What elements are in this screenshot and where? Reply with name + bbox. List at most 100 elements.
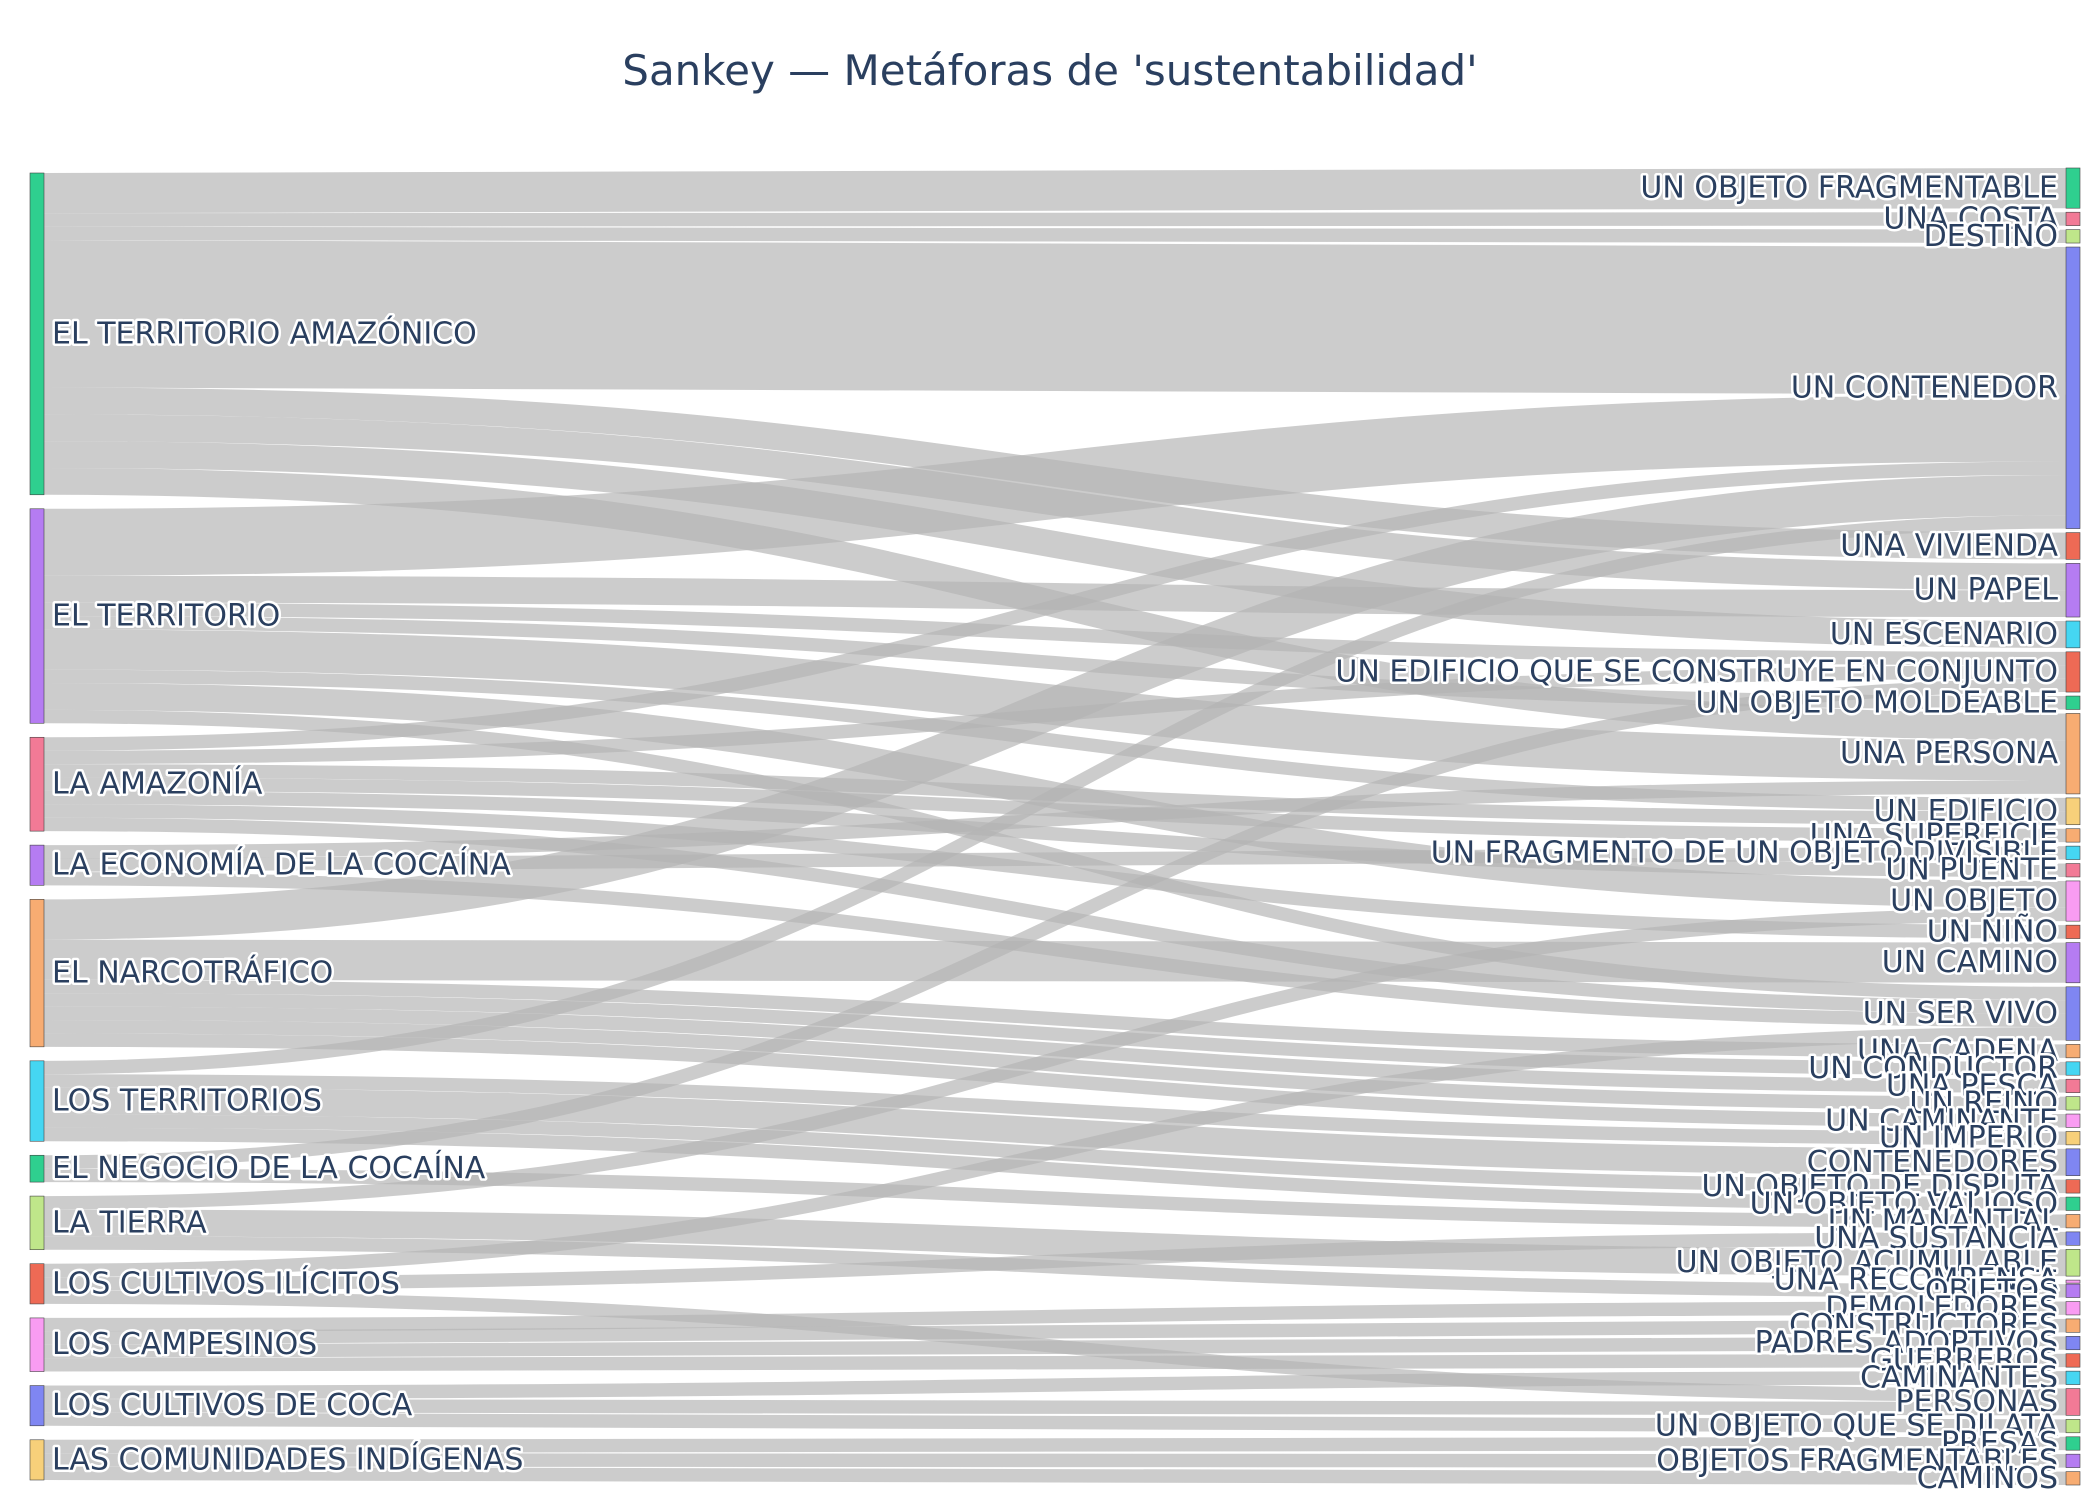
- source-node-la-tierra[interactable]: [29, 1195, 45, 1251]
- target-node-una-superficie[interactable]: [2065, 828, 2081, 843]
- link-la-economía-de-la-cocaína-to-una-persona[interactable]: [43, 780, 2067, 859]
- target-node-objetos[interactable]: [2065, 1283, 2081, 1298]
- link-los-territorios-to-un-contenedor[interactable]: [43, 515, 2067, 1075]
- target-node-un-objeto-acumulable[interactable]: [2065, 1249, 2081, 1277]
- link-las-comunidades-indígenas-to-presas[interactable]: [43, 1436, 2067, 1454]
- link-el-territorio-amazónico-to-destino[interactable]: [43, 226, 2067, 244]
- target-label-un-edificio: UN EDIFICIO: [1874, 794, 2058, 829]
- target-node-un-puente[interactable]: [2065, 863, 2081, 878]
- link-el-negocio-de-la-cocaína-to-un-edificio-que-se-construye-en-conjunto[interactable]: [43, 678, 2067, 1169]
- target-node-un-conductor[interactable]: [2065, 1061, 2081, 1076]
- source-node-el-negocio-de-la-cocaína[interactable]: [29, 1154, 45, 1183]
- target-node-una-recompensa[interactable]: [2065, 1279, 2081, 1284]
- target-node-un-objeto-fragmentable[interactable]: [2065, 167, 2081, 209]
- target-node-padres-adoptivos[interactable]: [2065, 1336, 2081, 1351]
- target-node-una-costa[interactable]: [2065, 211, 2081, 226]
- link-los-territorios-to-contenedores[interactable]: [43, 1087, 2067, 1176]
- link-el-narcotráfico-to-un-conductor[interactable]: [43, 993, 2067, 1076]
- link-las-comunidades-indígenas-to-caminos[interactable]: [43, 1466, 2067, 1486]
- source-node-la-economía-de-la-cocaína[interactable]: [29, 844, 45, 886]
- target-node-guerreros[interactable]: [2065, 1353, 2081, 1368]
- target-node-un-papel[interactable]: [2065, 563, 2081, 618]
- target-node-un-objeto-valioso[interactable]: [2065, 1196, 2081, 1211]
- target-label-personas: PERSONAS: [1895, 1384, 2058, 1419]
- link-los-cultivos-ilícitos-to-una-sustancia[interactable]: [43, 1231, 2067, 1291]
- link-la-tierra-to-un-objeto[interactable]: [43, 907, 2067, 1210]
- target-label-un-puente: UN PUENTE: [1885, 853, 2058, 888]
- link-los-cultivos-de-coca-to-personas[interactable]: [43, 1398, 2067, 1416]
- target-node-una-pesca[interactable]: [2065, 1078, 2081, 1093]
- target-node-una-cadena[interactable]: [2065, 1044, 2081, 1059]
- source-node-los-territorios[interactable]: [29, 1060, 45, 1142]
- link-el-territorio-amazónico-to-un-objeto-fragmentable[interactable]: [43, 167, 2067, 214]
- link-la-amazonía-to-un-ser-vivo[interactable]: [43, 817, 2067, 1014]
- target-node-una-vivienda[interactable]: [2065, 532, 2081, 560]
- link-el-territorio-to-un-papel[interactable]: [43, 575, 2067, 618]
- target-label-una-recompensa: UNA RECOMPENSA: [1774, 1263, 2059, 1298]
- link-el-narcotráfico-to-una-pesca[interactable]: [43, 1006, 2067, 1093]
- target-node-un-objeto-que-se-dilata[interactable]: [2065, 1419, 2081, 1434]
- target-node-caminantes[interactable]: [2065, 1370, 2081, 1385]
- link-el-territorio-amazónico-to-un-escenario[interactable]: [43, 441, 2067, 648]
- target-node-un-contenedor[interactable]: [2065, 246, 2081, 529]
- target-node-personas[interactable]: [2065, 1388, 2081, 1416]
- target-node-una-sustancia[interactable]: [2065, 1231, 2081, 1246]
- target-label-un-objeto: UN OBJETO: [1890, 884, 2058, 919]
- source-node-los-cultivos-ilícitos[interactable]: [29, 1263, 45, 1305]
- target-node-objetos-fragmentables[interactable]: [2065, 1453, 2081, 1468]
- link-los-campesinos-to-guerreros[interactable]: [43, 1353, 2067, 1372]
- link-el-narcotráfico-to-un-caminante[interactable]: [43, 1033, 2067, 1128]
- link-el-territorio-to-un-contenedor[interactable]: [43, 394, 2067, 576]
- link-la-amazonía-to-una-superficie[interactable]: [43, 777, 2067, 843]
- source-node-las-comunidades-indígenas[interactable]: [29, 1439, 45, 1481]
- link-los-cultivos-de-coca-to-caminantes[interactable]: [43, 1371, 2067, 1399]
- target-node-un-edificio-que-se-construye-en-conjunto[interactable]: [2065, 651, 2081, 693]
- target-node-un-objeto[interactable]: [2065, 880, 2081, 922]
- target-node-un-caminante[interactable]: [2065, 1113, 2081, 1128]
- link-los-cultivos-de-coca-to-un-objeto-que-se-dilata[interactable]: [43, 1412, 2067, 1433]
- target-node-un-camino[interactable]: [2065, 942, 2081, 984]
- target-node-contenedores[interactable]: [2065, 1148, 2081, 1176]
- link-el-territorio-amazónico-to-un-contenedor[interactable]: [43, 240, 2067, 395]
- link-la-amazonía-to-un-puente[interactable]: [43, 790, 2067, 877]
- link-los-campesinos-to-demoledores[interactable]: [43, 1301, 2067, 1332]
- link-los-campesinos-to-padres-adoptivos[interactable]: [43, 1336, 2067, 1359]
- target-node-un-reino[interactable]: [2065, 1096, 2081, 1111]
- target-node-un-fragmento-de-un-objeto-divisible[interactable]: [2065, 845, 2081, 860]
- target-label-una-vivienda: UNA VIVIENDA: [1840, 528, 2058, 563]
- link-el-narcotráfico-to-un-camino[interactable]: [43, 939, 2067, 983]
- target-node-un-manantial[interactable]: [2065, 1214, 2081, 1229]
- source-node-el-territorio-amazónico[interactable]: [29, 172, 45, 496]
- target-node-un-edificio[interactable]: [2065, 797, 2081, 826]
- source-label-el-negocio-de-la-cocaína: EL NEGOCIO DE LA COCAÍNA: [52, 1150, 486, 1186]
- target-node-demoledores[interactable]: [2065, 1301, 2081, 1316]
- link-el-narcotráfico-to-un-contenedor[interactable]: [43, 474, 2067, 940]
- link-los-campesinos-to-constructores[interactable]: [43, 1318, 2067, 1345]
- target-node-una-persona[interactable]: [2065, 713, 2081, 795]
- link-los-cultivos-ilícitos-to-un-ser-vivo[interactable]: [43, 1027, 2067, 1278]
- link-la-amazonía-to-un-niño[interactable]: [43, 804, 2067, 939]
- target-node-constructores[interactable]: [2065, 1318, 2081, 1333]
- source-node-los-campesinos[interactable]: [29, 1317, 45, 1372]
- link-la-economía-de-la-cocaína-to-un-fragmento-de-un-objeto-divisible[interactable]: [43, 846, 2067, 872]
- source-node-el-narcotráfico[interactable]: [29, 899, 45, 1048]
- target-node-un-niño[interactable]: [2065, 924, 2081, 939]
- target-node-un-escenario[interactable]: [2065, 620, 2081, 649]
- link-las-comunidades-indígenas-to-objetos-fragmentables[interactable]: [43, 1453, 2067, 1468]
- link-el-territorio-amazónico-to-una-costa[interactable]: [43, 212, 2067, 227]
- link-la-tierra-to-un-objeto-acumulable[interactable]: [43, 1209, 2067, 1277]
- target-node-un-objeto-moldeable[interactable]: [2065, 695, 2081, 710]
- target-node-presas[interactable]: [2065, 1436, 2081, 1451]
- source-node-el-territorio[interactable]: [29, 508, 45, 724]
- target-node-destino[interactable]: [2065, 229, 2081, 244]
- source-node-los-cultivos-de-coca[interactable]: [29, 1385, 45, 1427]
- source-node-la-amazonía[interactable]: [29, 736, 45, 832]
- target-node-un-ser-vivo[interactable]: [2065, 986, 2081, 1041]
- target-node-caminos[interactable]: [2065, 1471, 2081, 1486]
- target-node-un-objeto-de-disputa[interactable]: [2065, 1179, 2081, 1194]
- link-la-amazonía-to-un-contenedor[interactable]: [43, 461, 2067, 751]
- link-el-territorio-to-un-objeto-moldeable[interactable]: [43, 616, 2067, 710]
- link-los-territorios-to-un-imperio[interactable]: [43, 1074, 2067, 1145]
- link-el-territorio-to-un-edificio-que-se-construye-en-conjunto[interactable]: [43, 602, 2067, 666]
- target-node-un-imperio[interactable]: [2065, 1131, 2081, 1146]
